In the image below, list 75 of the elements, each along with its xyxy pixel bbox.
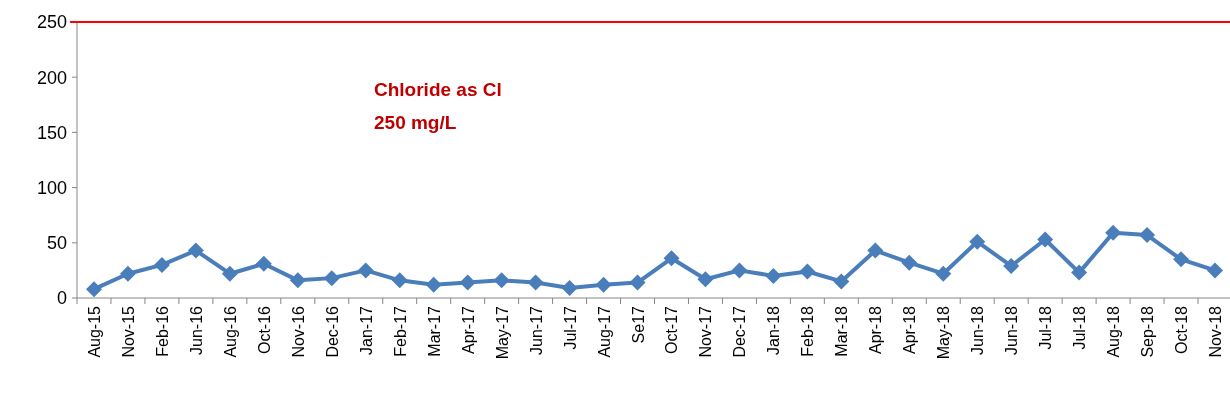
x-tick-label: Jul-18 — [1037, 305, 1055, 350]
point — [595, 276, 612, 293]
x-tick-label: Apr-18 — [901, 305, 919, 355]
point — [561, 280, 578, 297]
x-tick-label: Se17 — [629, 305, 647, 344]
point — [1139, 227, 1156, 244]
point — [935, 265, 952, 282]
x-tick-label: Nov-17 — [697, 305, 715, 358]
x-tick-label: Jul-18 — [1071, 305, 1089, 350]
point — [1071, 264, 1088, 281]
y-tick-label: 100 — [36, 177, 67, 198]
x-tick-label: Nov-16 — [289, 305, 307, 358]
point — [255, 255, 272, 272]
point — [731, 262, 748, 279]
annotation: Chloride as Cl 250 mg/L — [374, 79, 502, 133]
y-tick-label: 50 — [46, 233, 67, 254]
x-tick-label: Mar-18 — [833, 305, 851, 357]
y-tick-label: 200 — [36, 67, 67, 88]
point — [1003, 257, 1020, 274]
point — [85, 281, 102, 298]
x-tick-label: Dec-17 — [731, 305, 749, 358]
x-tick-label: Jun-16 — [187, 305, 205, 355]
x-tick-label: Apr-18 — [867, 305, 885, 355]
x-tick-label: Jul-17 — [561, 305, 579, 350]
x-tick-label: Oct-18 — [1173, 305, 1191, 355]
point — [357, 262, 374, 279]
point — [289, 272, 306, 289]
point — [425, 276, 442, 293]
x-tick-label: May-18 — [935, 305, 953, 360]
x-tick-label: Aug-16 — [221, 305, 239, 358]
point — [187, 242, 204, 259]
point — [969, 233, 986, 250]
x-tick-label: May-17 — [493, 305, 511, 360]
x-tick-label: Sep-18 — [1139, 305, 1157, 358]
point — [1037, 231, 1054, 248]
point — [1207, 262, 1224, 279]
x-tick-label: Feb-16 — [153, 305, 171, 357]
x-tick-label: Dec-16 — [323, 305, 341, 358]
point — [323, 270, 340, 287]
point — [119, 265, 136, 282]
point — [459, 274, 476, 291]
x-tick-label: Apr-17 — [459, 305, 477, 355]
y-tick-label: 250 — [36, 12, 67, 33]
point — [221, 265, 238, 282]
y-tick-label: 0 — [56, 288, 67, 309]
x-tick-label: Oct-17 — [663, 305, 681, 355]
point — [867, 242, 884, 259]
x-tick-label: Jan-18 — [765, 305, 783, 355]
x-tick-label: Jan-17 — [357, 305, 375, 355]
x-tick-label: Jun-18 — [969, 305, 987, 355]
x-tick-label: Aug-17 — [595, 305, 613, 358]
point — [527, 274, 544, 291]
point — [799, 263, 816, 280]
point — [391, 272, 408, 289]
point — [697, 271, 714, 288]
x-tick-label: Jun-18 — [1003, 305, 1021, 355]
y-tick-label: 150 — [36, 122, 67, 143]
x-tick-label: Mar-17 — [425, 305, 443, 357]
x-tick-label: Aug-18 — [1105, 305, 1123, 358]
x-tick-label: Feb-17 — [391, 305, 409, 357]
x-tick-label: Nov-18 — [1207, 305, 1225, 358]
x-tick-label: Nov-15 — [119, 305, 137, 358]
x-tick-label: Jun-17 — [527, 305, 545, 355]
x-tick-label: Oct-16 — [255, 305, 273, 355]
point — [901, 254, 918, 271]
point — [153, 256, 170, 273]
point — [629, 274, 646, 291]
point — [493, 272, 510, 289]
point — [663, 250, 680, 267]
x-tick-label: Feb-18 — [799, 305, 817, 357]
x-tick-label: Aug-15 — [85, 305, 103, 358]
point — [1105, 224, 1122, 241]
point — [833, 273, 850, 290]
point — [765, 267, 782, 284]
point — [1173, 251, 1190, 268]
